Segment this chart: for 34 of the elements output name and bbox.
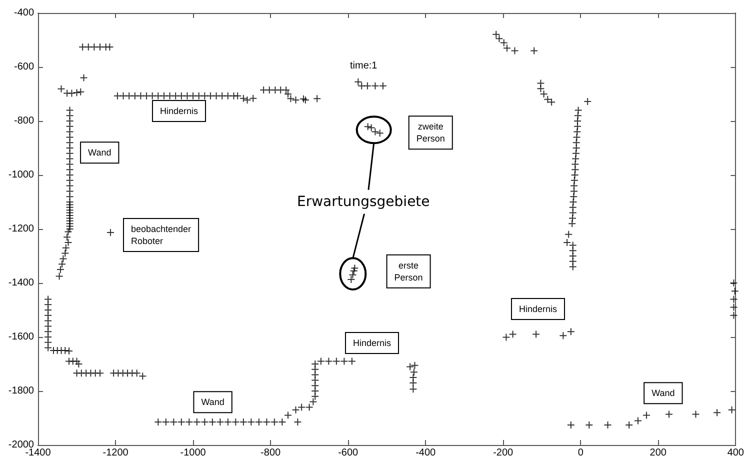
annotation: Hindernis [352, 338, 392, 348]
x-tick-label: -1000 [180, 448, 206, 458]
y-tick-label: -800 [14, 116, 34, 126]
y-tick-label: -1600 [8, 332, 34, 342]
annotation: Hindernis [518, 304, 558, 314]
annotation: erste Person [394, 260, 423, 282]
point [367, 124, 376, 132]
y-tick-label: -1000 [8, 170, 34, 180]
point [106, 228, 114, 237]
annotation: beobachtender Roboter [131, 224, 192, 246]
x-tick-label: -600 [338, 448, 359, 458]
annotation: zweite Person [416, 122, 445, 144]
annotation: Wand [88, 148, 112, 158]
x-tick-label: -200 [493, 448, 514, 458]
x-tick-label: -800 [260, 448, 281, 458]
point [347, 275, 356, 284]
point [364, 122, 372, 131]
y-tick-label: -1800 [8, 386, 34, 396]
x-tick-label: -1200 [102, 448, 129, 458]
x-tick-label: -400 [416, 448, 436, 458]
x-tick-label: 200 [650, 448, 667, 458]
annotation: Wand [652, 388, 675, 398]
x-tick-label: 400 [727, 448, 744, 458]
y-tick-label: -1200 [8, 224, 34, 234]
annotation: Erwartungsgebiete [296, 194, 430, 210]
annotation: Wand [201, 397, 224, 408]
point [350, 264, 359, 272]
y-tick-label: -1400 [8, 278, 34, 288]
text: time:1 [350, 60, 378, 72]
y-tick-label: -400 [14, 8, 34, 18]
x-tick-label: -1400 [25, 448, 52, 458]
y-tick-label: -600 [14, 62, 34, 72]
x-tick-label: 0 [578, 448, 584, 458]
annotation: Hindernis [160, 106, 198, 116]
